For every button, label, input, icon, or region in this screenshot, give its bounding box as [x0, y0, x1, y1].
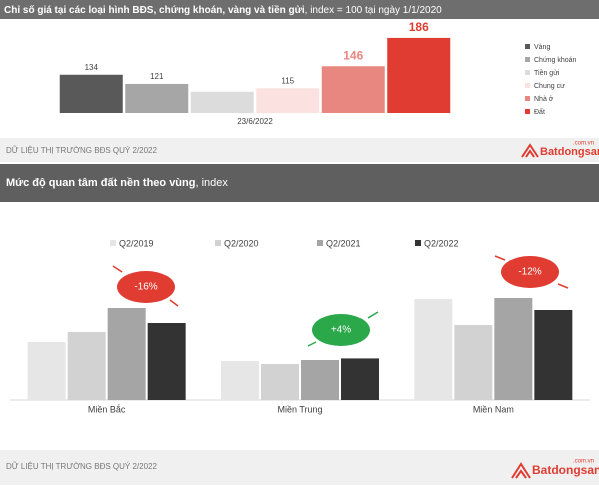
bar [107, 308, 146, 400]
data-label: 146 [343, 48, 363, 62]
annotation-bubble [312, 314, 370, 346]
bar [59, 74, 123, 113]
annotation-label: -16% [134, 282, 157, 293]
title-bar [0, 164, 599, 202]
footer-bar [0, 138, 599, 162]
title-bar [0, 0, 599, 19]
annotation-bubble [117, 271, 175, 303]
data-label: 186 [409, 20, 429, 34]
legend-label: Q2/2022 [424, 238, 459, 248]
legend-label: Đất [534, 107, 545, 116]
annotation-label: -12% [518, 267, 541, 278]
logo: Batdongsan .com.vn [511, 459, 599, 479]
legend-swatch [525, 109, 530, 114]
footer-text: DỮ LIỆU THỊ TRƯỜNG BĐS QUÝ 2/2022 [6, 462, 157, 471]
bar [261, 364, 299, 400]
bar [301, 360, 339, 400]
bar [256, 88, 320, 113]
legend-swatch [415, 240, 421, 246]
bar [341, 358, 379, 400]
legend-swatch [215, 240, 221, 246]
bar [387, 37, 451, 113]
annotation-label: +4% [331, 325, 351, 336]
brand: Batdongsan [540, 146, 599, 158]
legend-label: Vàng [534, 44, 550, 51]
bar [414, 299, 453, 400]
legend-swatch [525, 57, 530, 62]
logo: Batdongsan .com.vn [521, 141, 599, 158]
data-label: 134 [85, 63, 99, 72]
legend-label: Q2/2021 [326, 238, 361, 248]
legend-label: Q2/2020 [224, 238, 259, 248]
legend-swatch [525, 70, 530, 75]
brand-domain: .com.vn [573, 459, 594, 465]
bar [147, 323, 186, 400]
bar [67, 332, 106, 400]
legend-label: Chung cư [534, 83, 565, 90]
annotation-bubble [501, 256, 559, 288]
footer-bar [0, 450, 599, 485]
annotation-arrow [494, 255, 506, 261]
annotation-arrow [169, 299, 179, 307]
data-label: 115 [281, 76, 294, 85]
legend-swatch [317, 240, 323, 246]
bar [221, 361, 259, 400]
brand-domain: .com.vn [573, 141, 594, 147]
legend-label: Q2/2019 [119, 238, 154, 248]
bar [125, 83, 189, 113]
bar [534, 310, 573, 400]
legend-swatch [525, 96, 530, 101]
legend-label: Tiền gửi [534, 68, 560, 77]
footer-text: DỮ LIỆU THỊ TRƯỜNG BĐS QUÝ 2/2022 [6, 146, 157, 155]
annotation-arrow [367, 311, 379, 319]
bar [27, 342, 66, 400]
legend-swatch [525, 44, 530, 49]
legend-swatch [525, 83, 530, 88]
bar [190, 91, 254, 113]
x-tick-label: Miền Trung [277, 404, 322, 414]
annotation-arrow [112, 265, 123, 273]
annotation-arrow [557, 283, 569, 289]
data-label: 121 [150, 72, 164, 81]
bar [321, 66, 385, 113]
bar [494, 298, 533, 400]
chart-title: Mức độ quan tâm đất nền theo vùng, index [6, 177, 228, 189]
x-tick-label: Miền Nam [473, 404, 514, 414]
x-tick-label: 23/6/2022 [237, 117, 273, 126]
chart-title: Chỉ số giá tại các loại hình BĐS, chứng … [4, 4, 442, 16]
annotation-arrow [307, 341, 317, 347]
brand: Batdongsan [532, 463, 599, 477]
x-tick-label: Miền Bắc [88, 404, 126, 414]
legend-label: Nhà ở [534, 95, 554, 103]
legend-label: Chứng khoán [534, 57, 577, 64]
bar [454, 325, 493, 400]
legend-swatch [110, 240, 116, 246]
